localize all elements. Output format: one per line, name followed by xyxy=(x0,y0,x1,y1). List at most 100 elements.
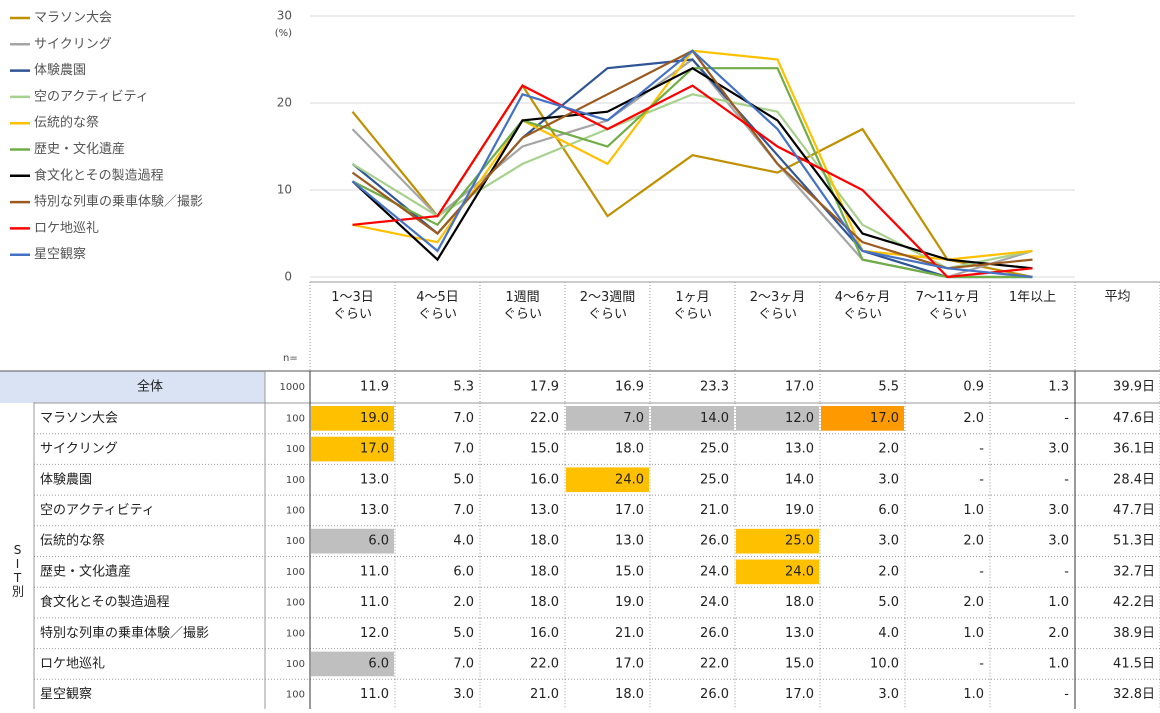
cell-value: 3.0 xyxy=(878,472,899,487)
cell-value: 21.0 xyxy=(700,503,729,518)
y-tick-label: 30 xyxy=(277,9,292,23)
cell-value: 24.0 xyxy=(700,564,729,579)
row-average: 32.8日 xyxy=(1113,687,1155,702)
cell-value: 19.0 xyxy=(360,411,389,426)
row-average: 42.2日 xyxy=(1113,595,1155,610)
cell-value: 18.0 xyxy=(615,687,644,702)
cell-value: 5.5 xyxy=(878,380,899,395)
cell-value: 25.0 xyxy=(785,534,814,549)
cell-value: 3.0 xyxy=(878,687,899,702)
cell-value: 2.0 xyxy=(878,442,899,457)
legend-label: 伝統的な祭 xyxy=(34,115,99,131)
cell-value: 22.0 xyxy=(530,656,559,671)
cell-value: - xyxy=(1064,564,1069,579)
cell-value: 25.0 xyxy=(700,472,729,487)
cell-value: 7.0 xyxy=(453,442,474,457)
row-n: 100 xyxy=(286,690,305,701)
y-unit: (%) xyxy=(275,28,292,39)
cell-value: 13.0 xyxy=(785,626,814,641)
cell-value: 2.0 xyxy=(963,595,984,610)
cell-value: 13.0 xyxy=(615,534,644,549)
row-n: 100 xyxy=(286,475,305,486)
series-line xyxy=(351,58,1033,279)
cell-value: 1.0 xyxy=(1048,656,1069,671)
cell-value: 3.0 xyxy=(1048,534,1069,549)
cell-value: 26.0 xyxy=(700,534,729,549)
cell-value: 1.0 xyxy=(963,687,984,702)
cell-value: 18.0 xyxy=(530,595,559,610)
category-label: 1～3日ぐらい xyxy=(331,290,374,322)
row-label: 全体 xyxy=(137,379,163,395)
cell-value: 23.3 xyxy=(700,380,729,395)
cell-highlight xyxy=(736,406,819,431)
row-average: 28.4日 xyxy=(1113,472,1155,487)
legend-label: 空のアクティビティ xyxy=(34,89,149,104)
cell-value: 6.0 xyxy=(368,534,389,549)
cell-value: 17.0 xyxy=(785,687,814,702)
series-line xyxy=(351,67,1033,279)
cell-value: 25.0 xyxy=(700,442,729,457)
cell-value: 2.0 xyxy=(963,411,984,426)
row-average: 38.9日 xyxy=(1113,626,1155,641)
legend-label: ロケ地巡礼 xyxy=(34,220,99,236)
cell-value: 18.0 xyxy=(785,595,814,610)
legend-label: 食文化とその製造過程 xyxy=(34,167,164,183)
total-label-bg xyxy=(0,371,265,403)
cell-value: 17.0 xyxy=(615,503,644,518)
cell-value: 5.0 xyxy=(453,472,474,487)
category-label: 1週間ぐらい xyxy=(503,290,542,322)
cell-value: 2.0 xyxy=(963,534,984,549)
cell-value: 11.9 xyxy=(360,380,389,395)
cell-value: 3.0 xyxy=(1048,442,1069,457)
cell-value: 16.0 xyxy=(530,626,559,641)
side-label: SIT別 xyxy=(11,543,25,598)
category-label: 4～5日ぐらい xyxy=(416,290,459,322)
cell-value: 2.0 xyxy=(1048,626,1069,641)
cell-value: 7.0 xyxy=(453,411,474,426)
category-label: 7～11ヶ月ぐらい xyxy=(916,290,980,322)
cell-value: 15.0 xyxy=(530,442,559,457)
cell-value: 1.0 xyxy=(1048,595,1069,610)
cell-value: 24.0 xyxy=(785,564,814,579)
row-average: 41.5日 xyxy=(1113,656,1155,671)
cell-value: 5.3 xyxy=(453,380,474,395)
cell-value: 3.0 xyxy=(878,534,899,549)
row-n: 100 xyxy=(286,567,305,578)
cell-value: 2.0 xyxy=(878,564,899,579)
cell-value: 1.0 xyxy=(963,503,984,518)
row-n: 100 xyxy=(286,659,305,670)
series-line xyxy=(351,49,1033,279)
cell-value: 6.0 xyxy=(368,656,389,671)
average-header: 平均 xyxy=(1104,290,1130,305)
cell-value: 5.0 xyxy=(878,595,899,610)
cell-value: 19.0 xyxy=(785,503,814,518)
series-line xyxy=(351,58,1033,279)
cell-value: - xyxy=(979,442,984,457)
cell-value: 13.0 xyxy=(785,442,814,457)
cell-highlight xyxy=(566,467,649,493)
y-tick-label: 20 xyxy=(277,96,292,110)
cell-value: - xyxy=(979,564,984,579)
series-line xyxy=(351,66,1033,270)
cell-value: 4.0 xyxy=(453,534,474,549)
category-label: 2～3ヶ月ぐらい xyxy=(750,290,806,322)
cell-value: 14.0 xyxy=(785,472,814,487)
cell-value: 3.0 xyxy=(453,687,474,702)
row-label: 空のアクティビティ xyxy=(40,503,155,518)
cell-highlight xyxy=(651,406,734,431)
row-label: マラソン大会 xyxy=(40,411,118,426)
cell-highlight xyxy=(821,406,904,431)
legend-label: 体験農園 xyxy=(34,63,86,78)
cell-value: 12.0 xyxy=(785,411,814,426)
cell-value: 7.0 xyxy=(453,656,474,671)
row-average: 51.3日 xyxy=(1113,534,1155,549)
row-label: ロケ地巡礼 xyxy=(40,655,105,671)
cell-value: 6.0 xyxy=(453,564,474,579)
row-n: 100 xyxy=(286,505,305,516)
cell-value: 7.0 xyxy=(623,411,644,426)
row-n: 100 xyxy=(286,444,305,455)
legend-label: 歴史・文化遺産 xyxy=(34,141,125,157)
category-label: 1ヶ月ぐらい xyxy=(673,290,712,322)
series-line xyxy=(351,93,1033,270)
